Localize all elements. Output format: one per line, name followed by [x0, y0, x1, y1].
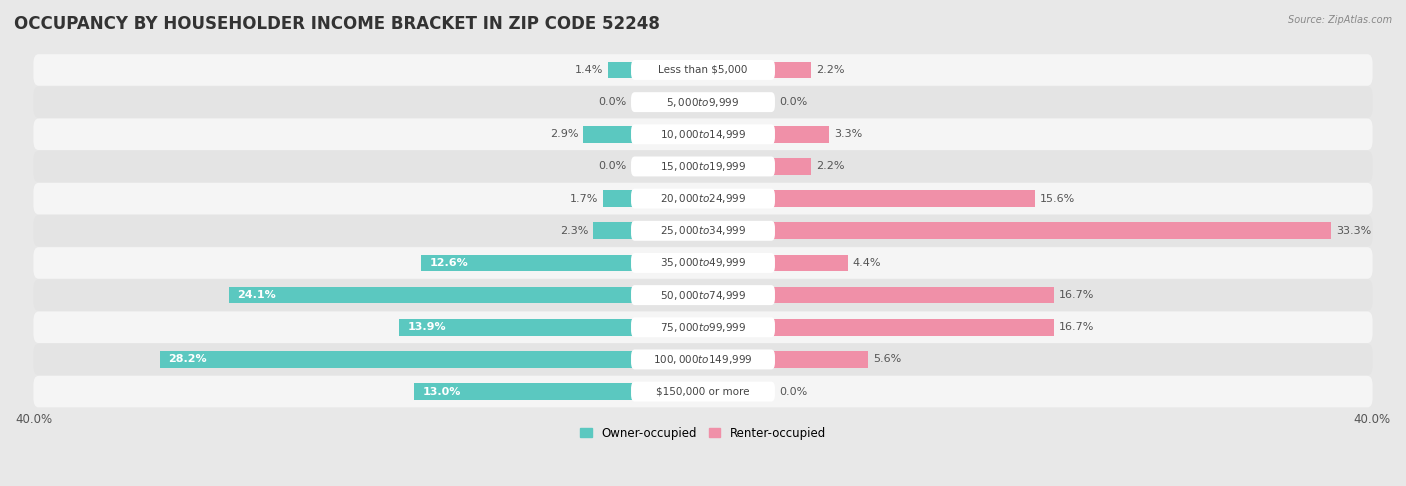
Text: $50,000 to $74,999: $50,000 to $74,999 [659, 289, 747, 302]
Text: Less than $5,000: Less than $5,000 [658, 65, 748, 75]
FancyBboxPatch shape [631, 285, 775, 305]
FancyBboxPatch shape [34, 279, 1372, 311]
Text: 12.6%: 12.6% [429, 258, 468, 268]
Text: 2.2%: 2.2% [815, 161, 845, 172]
Bar [775, 319, 1053, 336]
Bar [229, 287, 631, 303]
Text: $25,000 to $34,999: $25,000 to $34,999 [659, 224, 747, 237]
Text: 0.0%: 0.0% [599, 97, 627, 107]
FancyBboxPatch shape [34, 247, 1372, 278]
Text: $75,000 to $99,999: $75,000 to $99,999 [659, 321, 747, 334]
FancyBboxPatch shape [631, 156, 775, 176]
FancyBboxPatch shape [631, 92, 775, 112]
FancyBboxPatch shape [34, 87, 1372, 118]
Bar [775, 62, 811, 78]
FancyBboxPatch shape [34, 215, 1372, 246]
Bar [775, 158, 811, 175]
Text: 5.6%: 5.6% [873, 354, 901, 364]
Text: 2.3%: 2.3% [560, 226, 588, 236]
Text: 3.3%: 3.3% [834, 129, 863, 139]
Text: 0.0%: 0.0% [599, 161, 627, 172]
FancyBboxPatch shape [34, 54, 1372, 86]
FancyBboxPatch shape [631, 349, 775, 369]
FancyBboxPatch shape [631, 124, 775, 144]
Bar [420, 255, 631, 271]
FancyBboxPatch shape [34, 344, 1372, 375]
Bar [775, 255, 848, 271]
Text: $35,000 to $49,999: $35,000 to $49,999 [659, 257, 747, 269]
FancyBboxPatch shape [34, 151, 1372, 182]
Text: 28.2%: 28.2% [169, 354, 207, 364]
Bar [399, 319, 631, 336]
Text: Source: ZipAtlas.com: Source: ZipAtlas.com [1288, 15, 1392, 25]
Text: 2.9%: 2.9% [550, 129, 578, 139]
Bar [775, 223, 1331, 239]
Bar [775, 190, 1035, 207]
Bar [593, 223, 631, 239]
Text: 33.3%: 33.3% [1337, 226, 1372, 236]
FancyBboxPatch shape [34, 376, 1372, 407]
Text: 16.7%: 16.7% [1059, 290, 1094, 300]
Bar [583, 126, 631, 143]
Bar [415, 383, 631, 400]
FancyBboxPatch shape [631, 253, 775, 273]
Text: 15.6%: 15.6% [1040, 193, 1076, 204]
Text: $100,000 to $149,999: $100,000 to $149,999 [654, 353, 752, 366]
Text: $5,000 to $9,999: $5,000 to $9,999 [666, 96, 740, 109]
FancyBboxPatch shape [631, 189, 775, 208]
Text: 2.2%: 2.2% [815, 65, 845, 75]
Bar [775, 287, 1053, 303]
FancyBboxPatch shape [34, 119, 1372, 150]
Text: $20,000 to $24,999: $20,000 to $24,999 [659, 192, 747, 205]
Bar [160, 351, 631, 368]
Text: 16.7%: 16.7% [1059, 322, 1094, 332]
Text: OCCUPANCY BY HOUSEHOLDER INCOME BRACKET IN ZIP CODE 52248: OCCUPANCY BY HOUSEHOLDER INCOME BRACKET … [14, 15, 659, 33]
FancyBboxPatch shape [631, 60, 775, 80]
FancyBboxPatch shape [631, 317, 775, 337]
FancyBboxPatch shape [631, 221, 775, 241]
Bar [609, 62, 631, 78]
Bar [775, 126, 830, 143]
FancyBboxPatch shape [34, 183, 1372, 214]
Text: 0.0%: 0.0% [779, 387, 807, 397]
Text: 24.1%: 24.1% [236, 290, 276, 300]
Bar [603, 190, 631, 207]
Text: $150,000 or more: $150,000 or more [657, 387, 749, 397]
Text: 13.0%: 13.0% [423, 387, 461, 397]
Text: 13.9%: 13.9% [408, 322, 446, 332]
FancyBboxPatch shape [34, 312, 1372, 343]
Text: 4.4%: 4.4% [853, 258, 882, 268]
Text: $10,000 to $14,999: $10,000 to $14,999 [659, 128, 747, 141]
Text: 1.7%: 1.7% [569, 193, 599, 204]
Text: $15,000 to $19,999: $15,000 to $19,999 [659, 160, 747, 173]
Text: 0.0%: 0.0% [779, 97, 807, 107]
Text: 1.4%: 1.4% [575, 65, 603, 75]
FancyBboxPatch shape [631, 382, 775, 401]
Bar [775, 351, 868, 368]
Legend: Owner-occupied, Renter-occupied: Owner-occupied, Renter-occupied [575, 422, 831, 444]
